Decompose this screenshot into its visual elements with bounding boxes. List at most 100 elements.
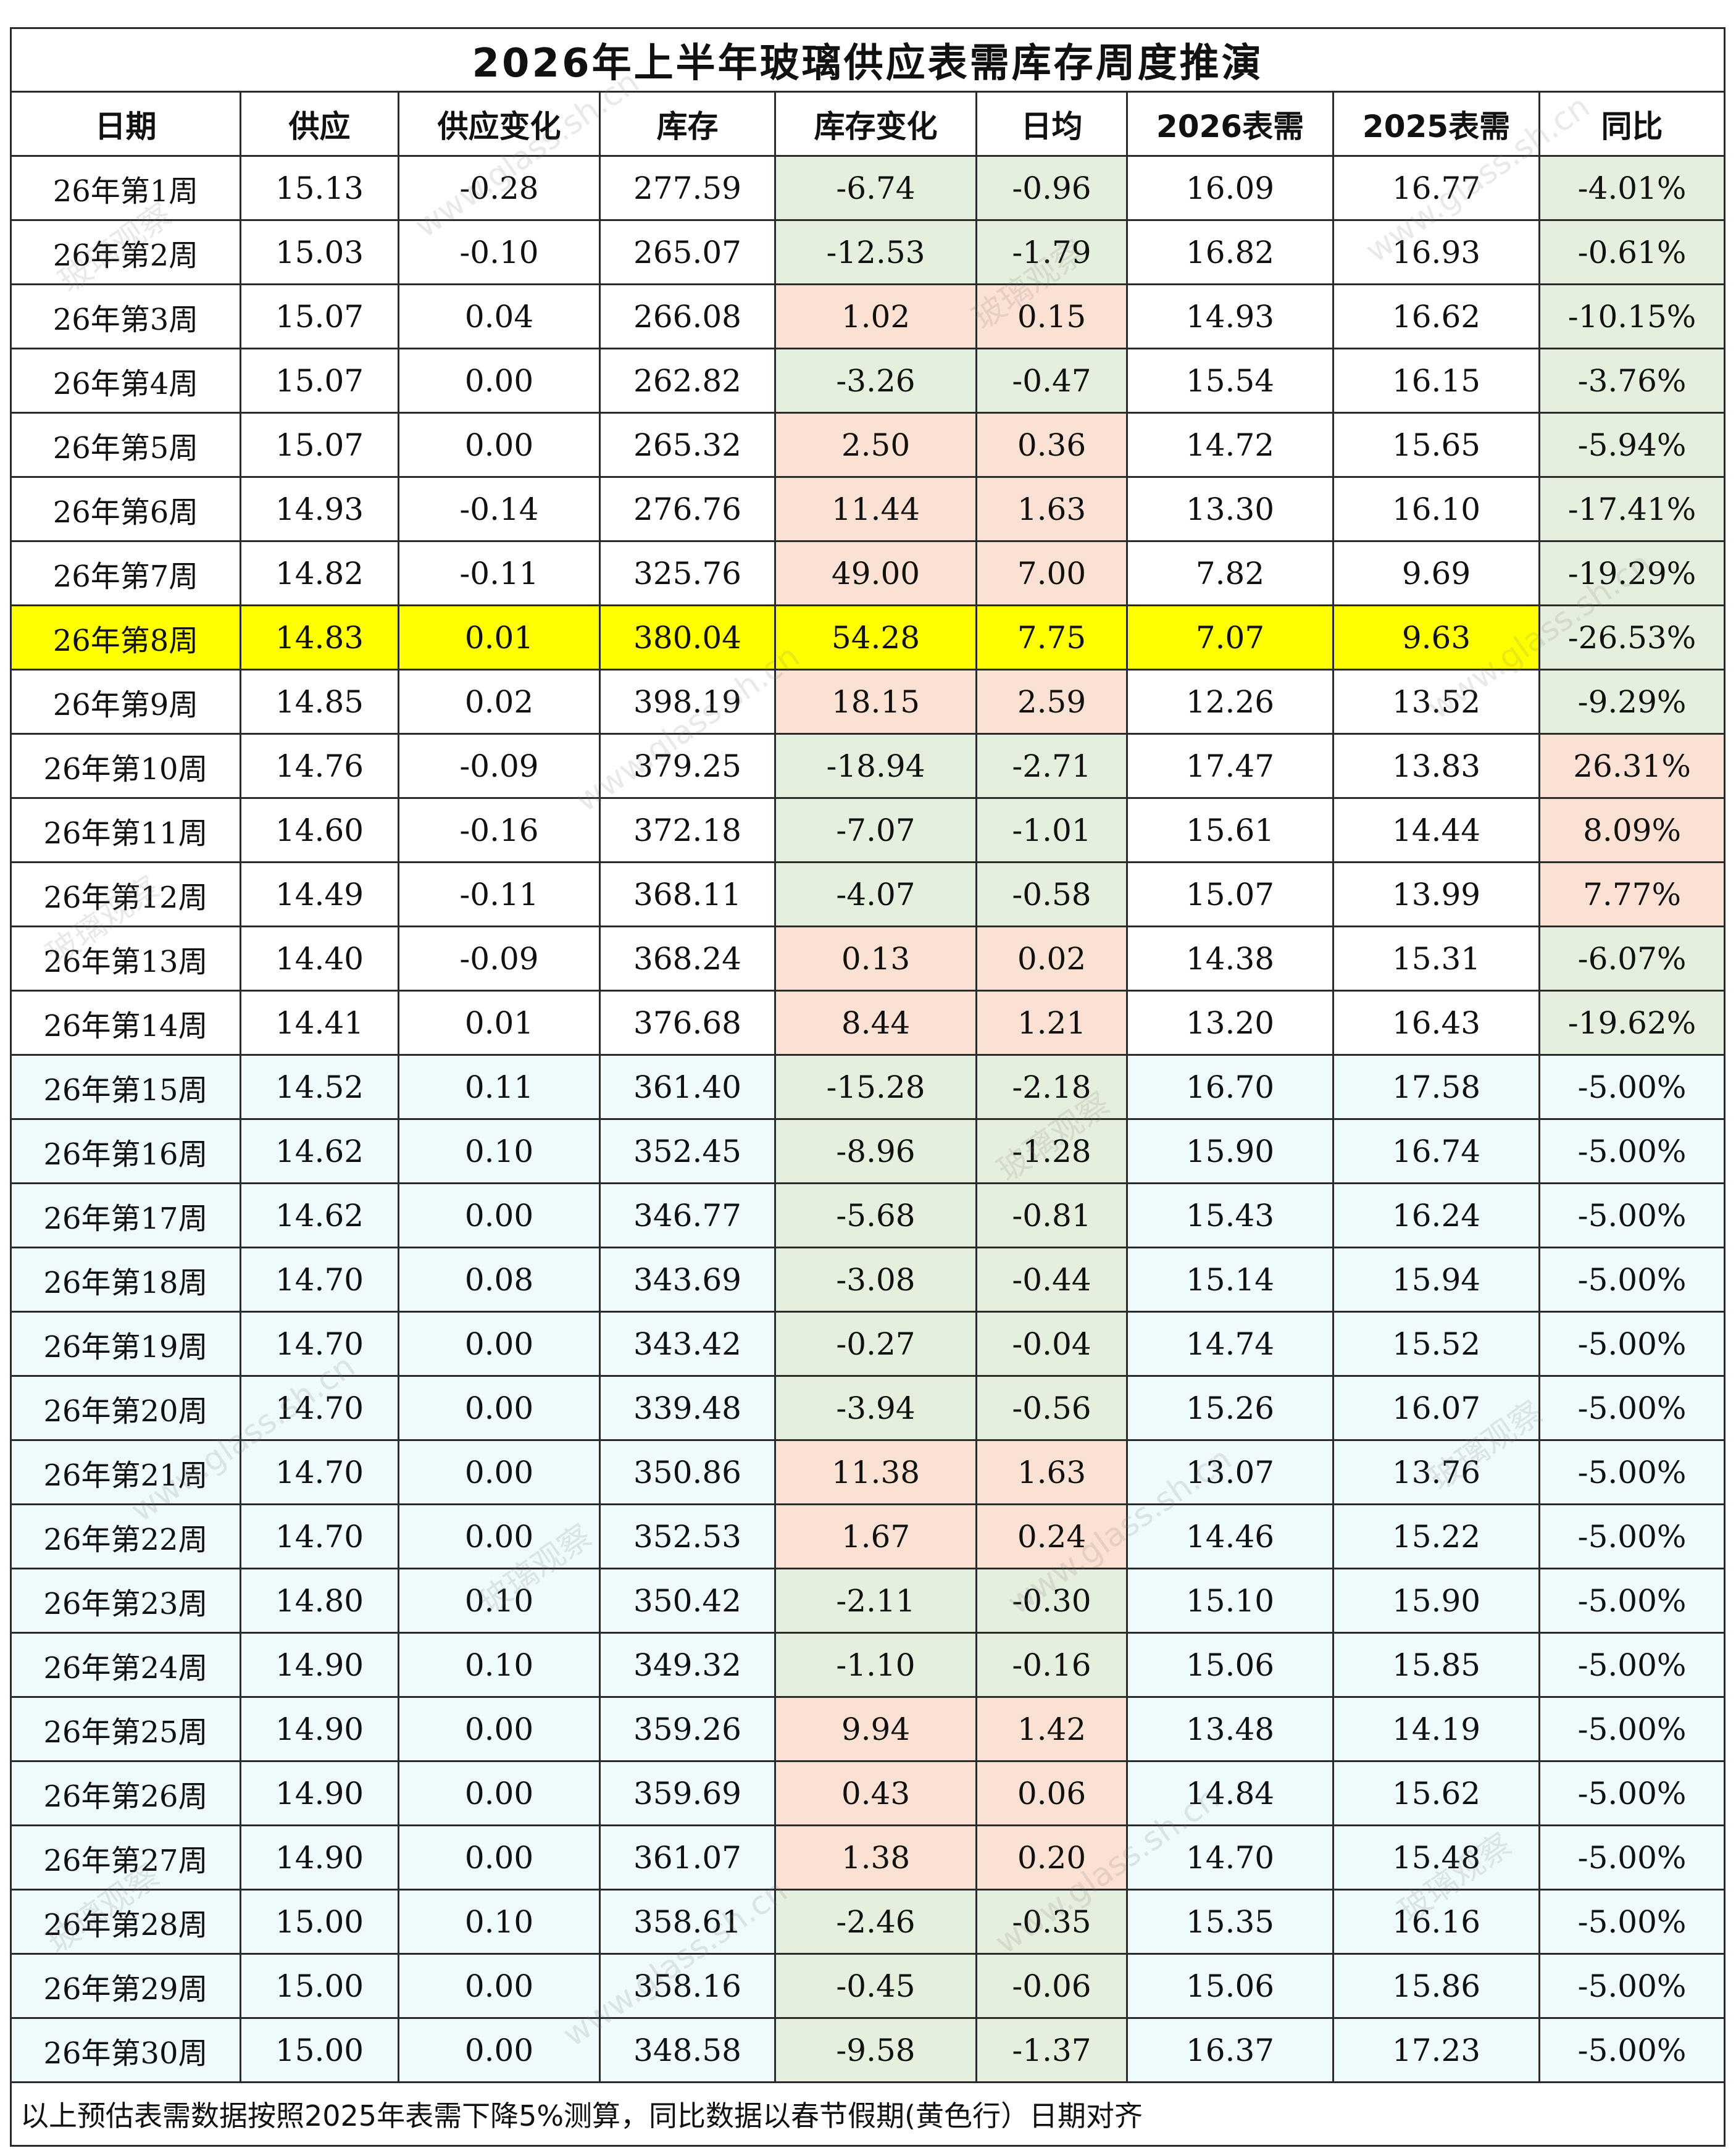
- demand-2026-cell: 15.54: [1126, 348, 1334, 414]
- inventory-cell: 368.11: [599, 861, 776, 927]
- supply-change-cell: 0.00: [398, 2017, 601, 2083]
- inventory-cell: 277.59: [599, 155, 776, 221]
- supply-change-cell: 0.00: [398, 348, 601, 414]
- demand-2025-cell: 14.44: [1332, 797, 1540, 863]
- table-row: 26年第11周 14.60 -0.16 372.18 -7.07 -1.01 15.61 14…: [10, 797, 1726, 863]
- inventory-change-cell: -0.27: [774, 1311, 977, 1377]
- yoy-cell: 7.77%: [1538, 861, 1726, 927]
- header-inventory-change: 库存变化: [774, 91, 977, 157]
- demand-2026-cell: 13.07: [1126, 1439, 1334, 1505]
- demand-2025-cell: 13.52: [1332, 669, 1540, 735]
- header-yoy: 同比: [1538, 91, 1726, 157]
- demand-2026-cell: 7.07: [1126, 604, 1334, 671]
- inventory-cell: 359.26: [599, 1696, 776, 1762]
- inventory-change-cell: -4.07: [774, 861, 977, 927]
- supply-cell: 15.07: [240, 412, 399, 478]
- table-row: 26年第3周 15.07 0.04 266.08 1.02 0.15 14.93 16.62-…: [10, 283, 1726, 349]
- inventory-change-cell: -18.94: [774, 733, 977, 799]
- yoy-cell: -5.00%: [1538, 1632, 1726, 1698]
- date-cell: 26年第24周: [10, 1632, 241, 1698]
- inventory-cell: 325.76: [599, 540, 776, 606]
- supply-change-cell: -0.11: [398, 540, 601, 606]
- inventory-cell: 348.58: [599, 2017, 776, 2083]
- supply-change-cell: -0.14: [398, 476, 601, 542]
- date-cell: 26年第7周: [10, 540, 241, 606]
- daily-average-cell: 7.75: [975, 604, 1128, 671]
- yoy-cell: -10.15%: [1538, 283, 1726, 349]
- demand-2025-cell: 9.69: [1332, 540, 1540, 606]
- inventory-forecast-table: 2026年上半年玻璃供应表需库存周度推演 日期 供应 供应变化 库存 库存变化 …: [9, 27, 1726, 2147]
- supply-change-cell: 0.00: [398, 1375, 601, 1441]
- date-cell: 26年第22周: [10, 1503, 241, 1569]
- demand-2025-cell: 15.31: [1332, 925, 1540, 992]
- daily-average-cell: 0.06: [975, 1760, 1128, 1826]
- daily-average-cell: -1.01: [975, 797, 1128, 863]
- date-cell: 26年第26周: [10, 1760, 241, 1826]
- daily-average-cell: -0.44: [975, 1247, 1128, 1313]
- demand-2025-cell: 14.19: [1332, 1696, 1540, 1762]
- table-row: 26年第10周 14.76 -0.09 379.25 -18.94 -2.71 17.47 1…: [10, 733, 1726, 799]
- yoy-cell: -9.29%: [1538, 669, 1726, 735]
- inventory-change-cell: 1.38: [774, 1824, 977, 1891]
- supply-change-cell: 0.00: [398, 1503, 601, 1569]
- supply-cell: 15.03: [240, 219, 399, 285]
- supply-cell: 14.82: [240, 540, 399, 606]
- date-cell: 26年第5周: [10, 412, 241, 478]
- inventory-change-cell: 11.38: [774, 1439, 977, 1505]
- supply-cell: 14.70: [240, 1375, 399, 1441]
- demand-2026-cell: 15.43: [1126, 1182, 1334, 1248]
- yoy-cell: -5.00%: [1538, 1824, 1726, 1891]
- supply-cell: 14.41: [240, 990, 399, 1056]
- daily-average-cell: -0.81: [975, 1182, 1128, 1248]
- demand-2025-cell: 15.48: [1332, 1824, 1540, 1891]
- table-row: 26年第7周 14.82 -0.11 325.76 49.00 7.00 7.82 9.69-…: [10, 540, 1726, 606]
- table-row: 26年第8周 14.83 0.01 380.04 54.28 7.75 7.07 9.63 -2…: [10, 604, 1726, 671]
- table-row: 26年第13周 14.40 -0.09 368.24 0.13 0.02 14.38 15.3…: [10, 925, 1726, 992]
- supply-cell: 14.62: [240, 1182, 399, 1248]
- demand-2026-cell: 14.72: [1126, 412, 1334, 478]
- header-demand-2026: 2026表需: [1126, 91, 1334, 157]
- supply-change-cell: 0.10: [398, 1632, 601, 1698]
- date-cell: 26年第12周: [10, 861, 241, 927]
- supply-cell: 15.00: [240, 1889, 399, 1955]
- inventory-change-cell: 0.13: [774, 925, 977, 992]
- daily-average-cell: -1.37: [975, 2017, 1128, 2083]
- header-date: 日期: [10, 91, 241, 157]
- demand-2026-cell: 12.26: [1126, 669, 1334, 735]
- header-inventory: 库存: [599, 91, 776, 157]
- inventory-cell: 350.42: [599, 1568, 776, 1634]
- inventory-change-cell: -12.53: [774, 219, 977, 285]
- inventory-cell: 276.76: [599, 476, 776, 542]
- header-row: 日期 供应 供应变化 库存 库存变化 日均 2026表需 2025表需 同比: [10, 91, 1726, 157]
- supply-change-cell: 0.01: [398, 604, 601, 671]
- daily-average-cell: 0.20: [975, 1824, 1128, 1891]
- table-row: 26年第14周 14.41 0.01 376.68 8.44 1.21 13.20 16.43…: [10, 990, 1726, 1056]
- inventory-cell: 359.69: [599, 1760, 776, 1826]
- supply-cell: 14.90: [240, 1760, 399, 1826]
- daily-average-cell: 1.21: [975, 990, 1128, 1056]
- supply-change-cell: 0.02: [398, 669, 601, 735]
- inventory-change-cell: -3.94: [774, 1375, 977, 1441]
- date-cell: 26年第30周: [10, 2017, 241, 2083]
- inventory-change-cell: -9.58: [774, 2017, 977, 2083]
- date-cell: 26年第1周: [10, 155, 241, 221]
- inventory-cell: 266.08: [599, 283, 776, 349]
- date-cell: 26年第8周: [10, 604, 241, 671]
- supply-cell: 15.00: [240, 2017, 399, 2083]
- demand-2025-cell: 13.83: [1332, 733, 1540, 799]
- demand-2026-cell: 17.47: [1126, 733, 1334, 799]
- inventory-cell: 265.32: [599, 412, 776, 478]
- inventory-cell: 262.82: [599, 348, 776, 414]
- inventory-cell: 358.61: [599, 1889, 776, 1955]
- table-row: 26年第28周 15.00 0.10 358.61 -2.46 -0.35 15.35 16.…: [10, 1889, 1726, 1955]
- supply-change-cell: 0.00: [398, 1760, 601, 1826]
- table-row: 26年第27周 14.90 0.00 361.07 1.38 0.20 14.70 15.48…: [10, 1824, 1726, 1891]
- demand-2026-cell: 14.38: [1126, 925, 1334, 992]
- inventory-cell: 398.19: [599, 669, 776, 735]
- yoy-cell: -5.00%: [1538, 2017, 1726, 2083]
- demand-2026-cell: 16.70: [1126, 1054, 1334, 1120]
- date-cell: 26年第4周: [10, 348, 241, 414]
- demand-2026-cell: 14.46: [1126, 1503, 1334, 1569]
- yoy-cell: -5.00%: [1538, 1375, 1726, 1441]
- daily-average-cell: 0.24: [975, 1503, 1128, 1569]
